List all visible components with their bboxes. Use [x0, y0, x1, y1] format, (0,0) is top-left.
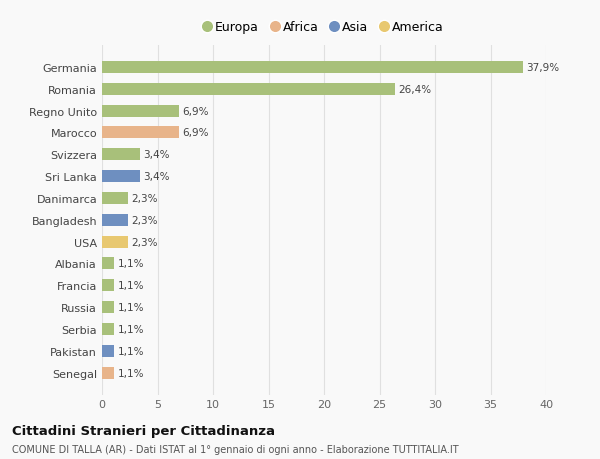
Text: 1,1%: 1,1%: [118, 259, 144, 269]
Text: 1,1%: 1,1%: [118, 281, 144, 291]
Bar: [102, 171, 140, 183]
Bar: [102, 280, 114, 292]
Text: 37,9%: 37,9%: [526, 63, 559, 73]
Bar: [102, 149, 140, 161]
Text: 3,4%: 3,4%: [143, 172, 170, 182]
Bar: [102, 62, 523, 74]
Bar: [102, 345, 114, 357]
Text: 1,1%: 1,1%: [118, 346, 144, 356]
Bar: [102, 258, 114, 270]
Bar: [102, 127, 179, 139]
Text: 2,3%: 2,3%: [131, 194, 157, 203]
Text: 2,3%: 2,3%: [131, 237, 157, 247]
Bar: [102, 323, 114, 335]
Text: Cittadini Stranieri per Cittadinanza: Cittadini Stranieri per Cittadinanza: [12, 424, 275, 437]
Text: 6,9%: 6,9%: [182, 128, 208, 138]
Bar: [102, 236, 128, 248]
Bar: [102, 302, 114, 313]
Bar: [102, 84, 395, 95]
Text: 6,9%: 6,9%: [182, 106, 208, 116]
Text: 1,1%: 1,1%: [118, 302, 144, 313]
Bar: [102, 367, 114, 379]
Bar: [102, 106, 179, 118]
Text: 3,4%: 3,4%: [143, 150, 170, 160]
Text: 1,1%: 1,1%: [118, 325, 144, 334]
Bar: [102, 214, 128, 226]
Text: 2,3%: 2,3%: [131, 215, 157, 225]
Text: COMUNE DI TALLA (AR) - Dati ISTAT al 1° gennaio di ogni anno - Elaborazione TUTT: COMUNE DI TALLA (AR) - Dati ISTAT al 1° …: [12, 444, 458, 454]
Text: 26,4%: 26,4%: [398, 84, 431, 95]
Legend: Europa, Africa, Asia, America: Europa, Africa, Asia, America: [200, 17, 448, 38]
Bar: [102, 192, 128, 205]
Text: 1,1%: 1,1%: [118, 368, 144, 378]
